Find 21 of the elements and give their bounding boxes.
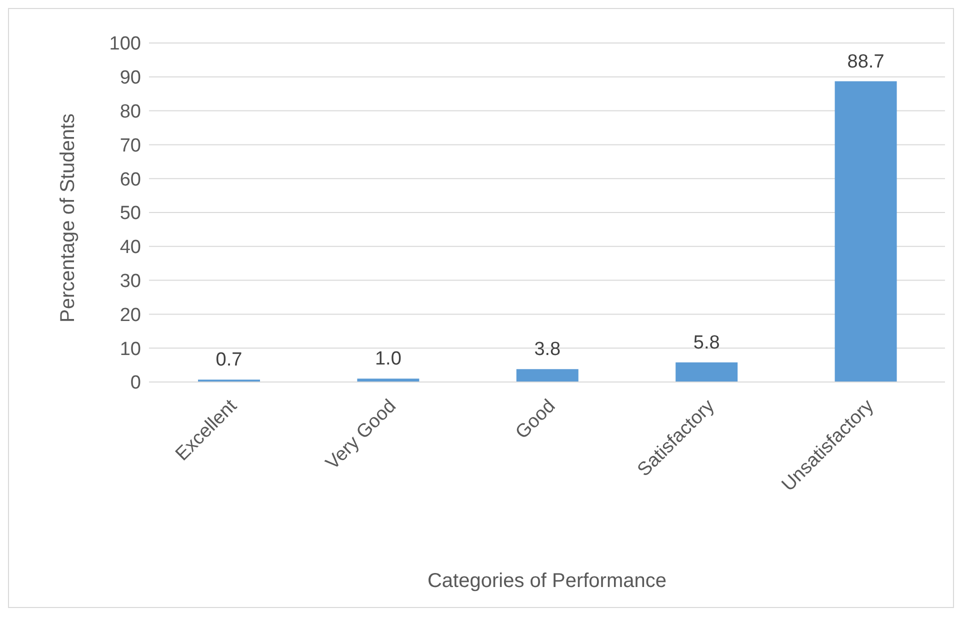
y-tick-label: 50 (120, 203, 141, 224)
y-tick-label: 70 (120, 135, 141, 156)
bar (834, 81, 897, 382)
data-label: 5.8 (693, 332, 720, 354)
y-tick-label: 20 (120, 304, 141, 326)
data-label: 0.7 (216, 350, 242, 371)
y-tick-label: 0 (130, 372, 141, 394)
bar (676, 362, 738, 382)
y-tick-label: 80 (120, 102, 141, 123)
x-axis-title: Categories of Performance (427, 570, 667, 592)
data-label: 1.0 (374, 348, 402, 370)
y-tick-label: 40 (120, 237, 141, 258)
y-tick-label: 90 (120, 68, 141, 89)
y-tick-label: 100 (109, 34, 141, 55)
data-label: 3.8 (534, 339, 561, 360)
y-tick-label: 10 (120, 338, 141, 360)
y-tick-label: 60 (120, 169, 141, 190)
bar (516, 369, 578, 382)
y-tick-label: 30 (120, 271, 141, 292)
y-axis-title: Percentage of Students (57, 113, 80, 322)
data-label: 88.7 (847, 51, 884, 72)
